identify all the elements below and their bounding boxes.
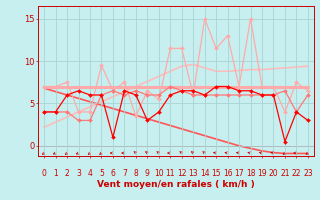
X-axis label: Vent moyen/en rafales ( km/h ): Vent moyen/en rafales ( km/h ) [97, 180, 255, 189]
